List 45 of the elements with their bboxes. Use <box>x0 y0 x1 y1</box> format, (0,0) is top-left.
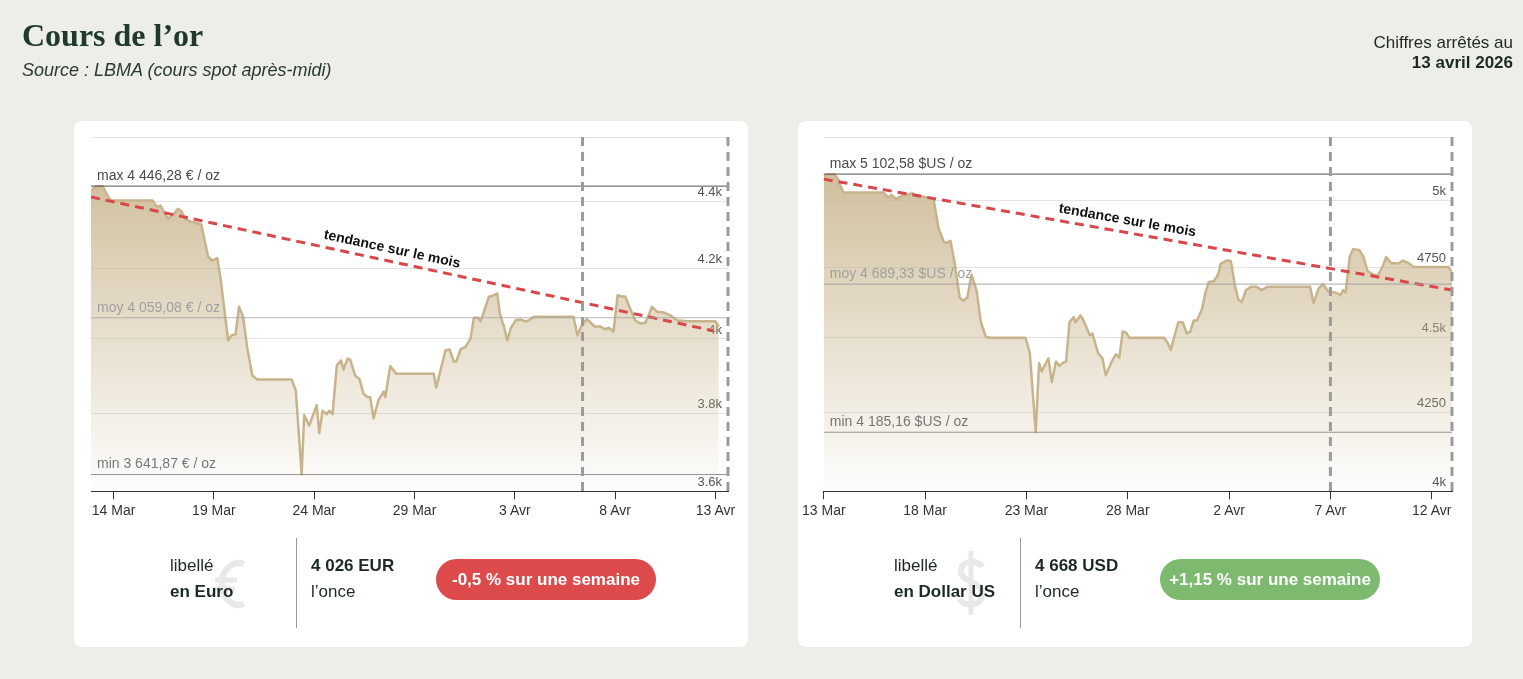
text: en Dollar US <box>894 581 996 603</box>
x-tick-label: 3 Avr <box>499 502 531 519</box>
text: tendance sur le mois <box>322 225 463 271</box>
x-tick-label: 14 Mar <box>91 502 136 519</box>
x-tick-label: 24 Mar <box>292 502 337 519</box>
ref-line-label: moy 4 689,33 $US / oz <box>829 264 973 281</box>
y-tick-label: 4250 <box>1417 394 1446 410</box>
x-tick-label: 8 Avr <box>599 502 632 519</box>
text: Chiffres arrêtés au <box>1373 33 1513 53</box>
y-tick-label: 3.6k <box>697 473 723 489</box>
x-tick-label: 7 Avr <box>1314 502 1347 519</box>
y-tick-label: 4.2k <box>697 251 723 267</box>
y-tick-label: 4k <box>1432 473 1447 489</box>
text: libellé <box>894 555 938 577</box>
pill-badge: -0,5 % sur une semaine <box>436 559 656 600</box>
x-tick-label: 13 Mar <box>802 502 846 519</box>
text: l’once <box>311 581 356 603</box>
text: Cours de l’or <box>22 16 204 54</box>
y-tick-label: 4.4k <box>697 183 723 199</box>
x-tick-label: 12 Avr <box>1412 502 1452 519</box>
x-tick-label: 19 Mar <box>192 502 237 519</box>
text: 4 026 EUR <box>311 555 395 577</box>
text: 13 avril 2026 <box>1411 53 1513 73</box>
pill-badge: +1,15 % sur une semaine <box>1160 559 1380 600</box>
x-tick-label: 18 Mar <box>903 502 948 519</box>
x-tick-label: 13 Avr <box>695 502 736 519</box>
text: l’once <box>1035 581 1080 603</box>
ref-line-label: moy 4 059,08 € / oz <box>97 298 220 315</box>
ref-line-label: min 3 641,87 € / oz <box>97 455 217 472</box>
y-tick-label: 4750 <box>1417 249 1446 265</box>
y-tick-label: 3.8k <box>697 395 723 411</box>
y-tick-label: 4.5k <box>1421 320 1447 336</box>
ref-line-label: max 4 446,28 € / oz <box>97 166 220 183</box>
text: libellé <box>170 555 214 577</box>
text: 4 668 USD <box>1035 555 1119 577</box>
ref-line-label: min 4 185,16 $US / oz <box>829 413 969 430</box>
y-tick-label: 5k <box>1432 183 1447 199</box>
x-tick-label: 29 Mar <box>392 502 437 519</box>
x-tick-label: 23 Mar <box>1004 502 1049 519</box>
text: tendance sur le mois <box>1057 199 1198 240</box>
x-tick-label: 2 Avr <box>1213 502 1246 519</box>
ref-line-label: max 5 102,58 $US / oz <box>829 154 973 171</box>
text: en Euro <box>170 581 234 603</box>
x-tick-label: 28 Mar <box>1105 502 1150 519</box>
source-note: Source : LBMA (cours spot après-midi) <box>22 59 332 81</box>
